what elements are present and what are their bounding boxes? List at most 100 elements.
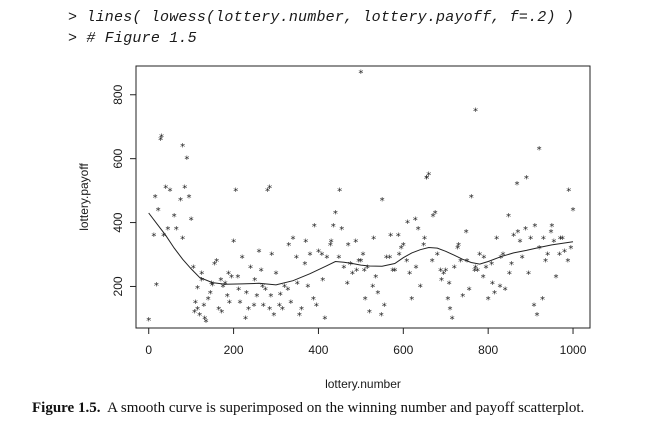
data-point: *: [549, 222, 554, 233]
data-point: *: [473, 263, 478, 274]
data-point: *: [282, 282, 287, 293]
code-line-lowess: > lines( lowess(lottery.number, lottery.…: [68, 9, 574, 26]
data-point: *: [202, 314, 207, 325]
data-point: *: [511, 231, 516, 242]
data-point: *: [236, 286, 241, 297]
data-point: *: [269, 251, 274, 262]
data-point: *: [285, 286, 290, 297]
data-point: *: [223, 279, 228, 290]
data-point: *: [515, 228, 520, 239]
y-tick-label: 600: [111, 148, 125, 168]
data-point: *: [235, 273, 240, 284]
data-point: *: [271, 311, 276, 322]
data-point: *: [199, 270, 204, 281]
data-point: *: [305, 282, 310, 293]
data-point: *: [214, 257, 219, 268]
data-point: *: [288, 298, 293, 309]
data-point: *: [537, 244, 542, 255]
data-point: *: [226, 270, 231, 281]
x-tick-label: 400: [308, 343, 328, 357]
data-point: *: [172, 212, 177, 223]
data-point: *: [151, 231, 156, 242]
data-point: *: [526, 270, 531, 281]
data-point: *: [240, 254, 245, 265]
data-point: *: [370, 282, 375, 293]
data-point: *: [286, 241, 291, 252]
data-point: *: [464, 228, 469, 239]
data-point: *: [199, 276, 204, 287]
data-point: *: [460, 292, 465, 303]
data-point: *: [331, 222, 336, 233]
data-point: *: [295, 279, 300, 290]
data-point: *: [431, 212, 436, 223]
data-point: *: [477, 251, 482, 262]
data-point: *: [212, 260, 217, 271]
data-point: *: [153, 193, 158, 204]
data-point: *: [195, 284, 200, 295]
data-point: *: [341, 263, 346, 274]
data-point: *: [375, 289, 380, 300]
data-point: *: [467, 286, 472, 297]
data-point: *: [220, 282, 225, 293]
data-point: *: [154, 281, 159, 292]
data-point: *: [548, 228, 553, 239]
data-point: *: [498, 282, 503, 293]
data-point: *: [413, 215, 418, 226]
data-point: *: [447, 305, 452, 316]
data-point: *: [345, 279, 350, 290]
data-point: *: [494, 235, 499, 246]
data-point: *: [320, 276, 325, 287]
plot-frame: [135, 65, 591, 329]
data-point: *: [421, 241, 426, 252]
data-point: *: [543, 257, 548, 268]
data-point: *: [388, 231, 393, 242]
data-point: *: [568, 244, 573, 255]
data-point: *: [407, 270, 412, 281]
data-point: *: [252, 276, 257, 287]
lowess-command: lines( lowess(lottery.number, lottery.pa…: [86, 9, 575, 26]
data-point: *: [329, 238, 334, 249]
data-point: *: [337, 187, 342, 198]
data-point: *: [441, 270, 446, 281]
data-point: *: [464, 257, 469, 268]
x-tick-label: 200: [224, 343, 244, 357]
data-point: *: [243, 314, 248, 325]
data-point: *: [354, 266, 359, 277]
x-tick-label: 0: [145, 343, 152, 357]
figure-comment: # Figure 1.5: [86, 30, 197, 47]
data-point: *: [557, 251, 562, 262]
data-point: *: [435, 251, 440, 262]
data-point: *: [231, 238, 236, 249]
data-point: *: [261, 302, 266, 313]
x-tick-label: 1000: [560, 343, 587, 357]
data-point: *: [254, 292, 259, 303]
data-point: *: [165, 225, 170, 236]
data-point: *: [455, 244, 460, 255]
data-point: *: [475, 266, 480, 277]
data-point: *: [197, 311, 202, 322]
data-point: *: [350, 270, 355, 281]
data-point: *: [336, 254, 341, 265]
data-point: *: [489, 260, 494, 271]
caption-label: Figure 1.5.: [32, 400, 101, 416]
data-point: *: [367, 308, 372, 319]
data-point: *: [353, 238, 358, 249]
y-tick-label: 400: [111, 212, 125, 232]
data-point: *: [259, 266, 264, 277]
data-point: *: [191, 263, 196, 274]
data-point: *: [312, 222, 317, 233]
data-point: *: [278, 290, 283, 301]
data-point: *: [208, 289, 213, 300]
data-point: *: [392, 266, 397, 277]
data-point: *: [225, 292, 230, 303]
data-point: *: [159, 132, 164, 143]
data-point: *: [348, 260, 353, 271]
data-point: *: [328, 241, 333, 252]
data-point: *: [447, 279, 452, 290]
data-point: *: [201, 302, 206, 313]
data-point: *: [507, 270, 512, 281]
data-point: *: [534, 311, 539, 322]
data-point: *: [216, 305, 221, 316]
data-point: *: [302, 260, 307, 271]
data-point: *: [319, 251, 324, 262]
